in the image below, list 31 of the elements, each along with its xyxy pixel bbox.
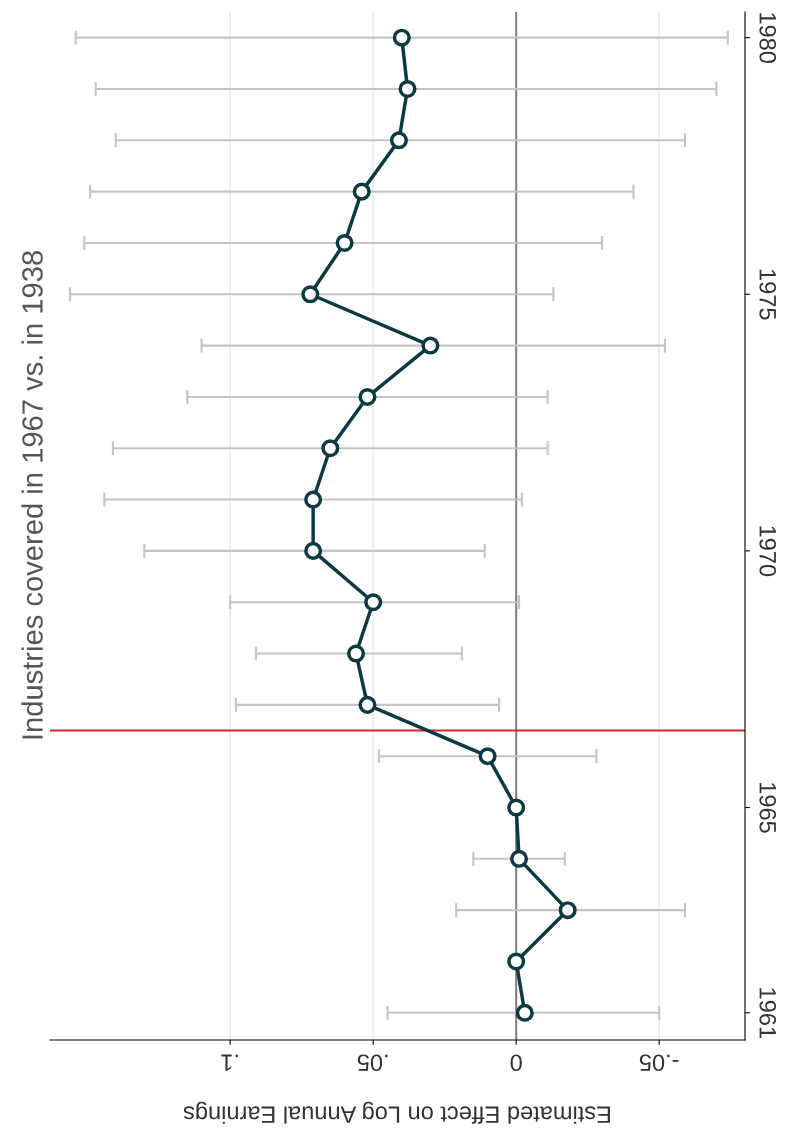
- y-tick-label: 1975: [759, 269, 777, 320]
- y-tick-label: 1970: [759, 526, 777, 577]
- point: [321, 439, 340, 458]
- point: [358, 695, 377, 714]
- point: [358, 387, 377, 406]
- point: [507, 798, 526, 817]
- point: [421, 336, 440, 355]
- x-axis-title: Estimated Effect on Log Annual Earnings: [183, 1101, 610, 1124]
- point: [558, 901, 577, 920]
- point: [398, 79, 417, 99]
- x-tick-label: .1: [221, 1054, 238, 1071]
- text: Industries covered in 1967 vs. in 1938: [21, 251, 43, 739]
- point: [304, 541, 323, 560]
- point: [510, 849, 529, 868]
- y-tick-label: 1980: [759, 13, 777, 63]
- x-tick-label: 0: [510, 1054, 522, 1072]
- point: [478, 747, 497, 766]
- point: [304, 490, 323, 509]
- point: [515, 1003, 534, 1022]
- point: [352, 182, 371, 201]
- x-tick-label: .05: [357, 1054, 388, 1072]
- y-tick-label: 1965: [759, 783, 777, 833]
- y-tick-label: 1961: [759, 988, 777, 1038]
- point: [507, 952, 526, 971]
- point: [364, 593, 383, 612]
- point: [335, 233, 354, 252]
- point: [347, 644, 366, 663]
- point: [389, 131, 408, 150]
- point: [301, 285, 320, 304]
- x-tick-label: -.05: [639, 1054, 679, 1072]
- point: [392, 28, 411, 47]
